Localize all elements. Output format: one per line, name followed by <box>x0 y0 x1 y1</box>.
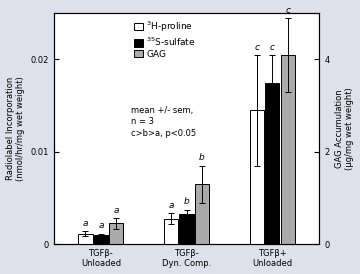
Text: c: c <box>254 43 259 52</box>
Legend: $^3$H-proline, $^{35}$S-sulfate, GAG: $^3$H-proline, $^{35}$S-sulfate, GAG <box>132 18 198 61</box>
Text: a: a <box>168 201 174 210</box>
Bar <box>78 233 93 244</box>
Text: a: a <box>98 221 104 230</box>
Bar <box>94 235 108 244</box>
Bar <box>180 214 194 244</box>
Bar <box>195 184 209 244</box>
Bar <box>164 219 178 244</box>
Bar <box>109 223 123 244</box>
Y-axis label: Radiolabel Incorporation
(nmol/hr/mg wet weight): Radiolabel Incorporation (nmol/hr/mg wet… <box>5 76 25 181</box>
Text: b: b <box>184 197 189 206</box>
Text: b: b <box>199 153 205 162</box>
Text: c: c <box>285 6 290 15</box>
Text: mean +/- sem,
n = 3
c>b>a, p<0.05: mean +/- sem, n = 3 c>b>a, p<0.05 <box>131 106 196 138</box>
Y-axis label: GAG Accumulation
(μg/mg wet weight): GAG Accumulation (μg/mg wet weight) <box>335 87 355 170</box>
Bar <box>265 82 279 244</box>
Bar <box>280 55 295 244</box>
Text: a: a <box>113 206 119 215</box>
Bar <box>250 110 264 244</box>
Text: a: a <box>83 219 88 228</box>
Text: c: c <box>270 43 275 52</box>
